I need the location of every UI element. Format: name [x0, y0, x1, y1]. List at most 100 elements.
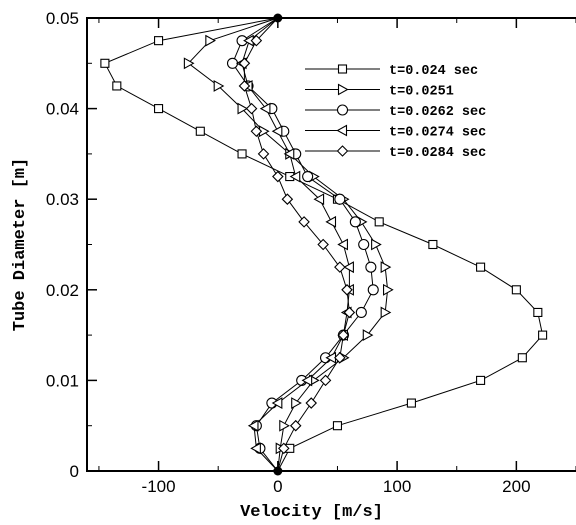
x-tick-label: 0	[273, 477, 282, 496]
data-point-square	[476, 375, 486, 385]
series-5	[238, 17, 356, 472]
data-point-diamond	[278, 442, 290, 455]
data-point-triangle-left	[283, 147, 295, 160]
x-tick-label: 100	[383, 477, 411, 496]
data-point-triangle-left	[247, 419, 259, 432]
series-line	[231, 17, 374, 472]
data-point-diamond	[281, 193, 294, 205]
legend-entry: t=0.0284 sec	[305, 145, 486, 161]
data-point-square	[195, 126, 205, 136]
data-point-triangle-left	[289, 170, 301, 183]
x-axis-title: Velocity [m/s]	[240, 503, 383, 522]
y-tick-label: 0.02	[46, 281, 79, 300]
data-point-triangle-right	[337, 83, 349, 96]
data-point-triangle-right	[362, 329, 374, 342]
data-point-circle	[358, 238, 370, 251]
plot-frame	[86, 17, 576, 472]
data-point-square	[517, 353, 527, 363]
data-point-triangle-left	[337, 238, 348, 251]
series-layer	[100, 13, 548, 476]
data-point-circle	[336, 104, 349, 116]
x-tick-label: 200	[502, 477, 530, 496]
data-point-triangle-left	[271, 397, 283, 409]
data-point-diamond	[337, 329, 350, 341]
data-point-triangle-right	[213, 80, 225, 92]
data-point-diamond	[305, 397, 318, 409]
legend-label: t=0.0262 sec	[389, 105, 486, 120]
data-point-circle	[367, 284, 379, 296]
data-point-square	[154, 104, 164, 114]
data-point-square	[533, 307, 543, 318]
data-point-circle	[302, 171, 314, 183]
data-point-triangle-left	[271, 125, 283, 138]
data-point-diamond	[334, 261, 346, 273]
data-point-triangle-left	[313, 193, 325, 206]
legend-entry: t=0.024 sec	[305, 64, 478, 79]
data-point-triangle-right	[279, 419, 290, 432]
data-point-diamond	[289, 419, 302, 432]
data-point-triangle-left	[250, 442, 261, 455]
y-tick-label: 0	[70, 462, 79, 481]
data-point-diamond	[238, 80, 251, 92]
data-point-diamond	[250, 34, 263, 47]
data-point-triangle-right	[383, 283, 394, 296]
legend: t=0.024 sec t=0.0251 t=0.0262 sec t=0.0274 …	[305, 64, 486, 161]
data-point-square	[112, 81, 122, 91]
legend-label: t=0.0284 sec	[389, 146, 486, 161]
y-axis-title: Tube Diameter [m]	[11, 158, 30, 331]
data-point-square	[332, 421, 343, 431]
data-point-diamond	[238, 57, 251, 70]
legend-entry: t=0.0262 sec	[305, 104, 486, 120]
data-point-diamond	[245, 102, 258, 115]
data-point-circle	[349, 216, 361, 228]
axes-layer: -100 0 100 200 0 0.01 0.02 0.03 0.04 0.05	[46, 9, 576, 496]
y-tick-label: 0.04	[46, 100, 79, 119]
legend-entry: t=0.0251	[305, 83, 454, 100]
data-point-triangle-right	[237, 102, 249, 115]
data-point-diamond	[334, 351, 346, 364]
data-point-triangle-right	[371, 238, 382, 251]
x-tick-label: -100	[142, 477, 176, 496]
data-point-circle	[334, 193, 346, 205]
data-point-square	[406, 398, 416, 408]
data-point-triangle-right	[291, 397, 302, 409]
data-point-triangle-right	[380, 261, 392, 274]
data-point-diamond	[272, 170, 284, 183]
data-point-circle	[365, 261, 377, 273]
data-point-square	[476, 262, 486, 272]
plot-area	[86, 17, 576, 472]
data-point-triangle-left	[343, 261, 354, 274]
data-point-square	[100, 58, 110, 68]
y-tick-label: 0.05	[46, 9, 79, 28]
data-point-diamond	[336, 145, 349, 157]
data-point-diamond	[317, 238, 329, 251]
data-point-square	[538, 330, 548, 340]
data-point-square	[374, 217, 384, 227]
series-4	[235, 17, 354, 472]
data-point-triangle-left	[301, 374, 313, 387]
data-point-triangle-right	[380, 306, 392, 319]
data-point-diamond	[257, 148, 270, 160]
legend-label: t=0.024 sec	[389, 64, 478, 79]
data-point-square	[428, 239, 438, 250]
data-point-square	[154, 36, 164, 46]
data-point-triangle-left	[325, 215, 337, 228]
data-point-triangle-left	[259, 102, 271, 115]
data-point-triangle-right	[205, 34, 216, 47]
y-tick-label: 0.01	[46, 371, 79, 390]
data-point-diamond	[341, 284, 353, 296]
y-tick-label: 0.03	[46, 190, 79, 209]
data-point-square	[511, 285, 521, 295]
data-point-triangle-left	[336, 124, 348, 137]
legend-label: t=0.0251	[389, 85, 454, 100]
legend-entry: t=0.0274 sec	[305, 124, 486, 141]
data-point-circle	[355, 306, 367, 319]
data-point-diamond	[343, 306, 356, 319]
data-point-diamond	[298, 216, 310, 228]
data-point-square	[337, 64, 348, 74]
legend-label: t=0.0274 sec	[389, 126, 486, 141]
data-point-diamond	[250, 125, 263, 138]
data-point-triangle-right	[183, 57, 195, 70]
data-point-diamond	[319, 374, 332, 387]
